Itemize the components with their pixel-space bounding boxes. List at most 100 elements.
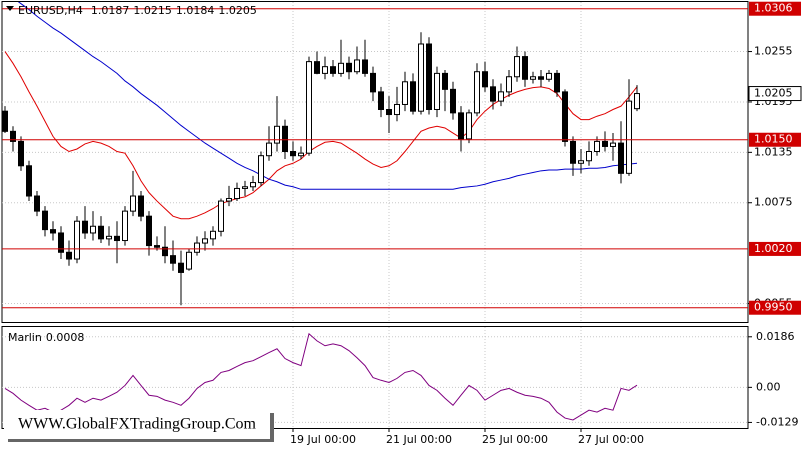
- candle-body: [186, 251, 192, 270]
- moving-average: [4, 51, 638, 220]
- candle-body: [610, 142, 616, 147]
- level-label: 1.0020: [754, 242, 793, 255]
- candle-body: [114, 235, 120, 242]
- candle-body: [370, 72, 376, 93]
- candle-body: [330, 66, 336, 74]
- candle-body: [506, 76, 512, 93]
- header: EURUSD,H4 1.0187 1.0215 1.0184 1.0205: [18, 4, 257, 17]
- candle-body: [402, 81, 408, 105]
- open: 1.0187: [91, 4, 130, 17]
- candle-body: [466, 112, 472, 140]
- candle-body: [362, 59, 368, 74]
- candle-body: [282, 125, 288, 153]
- candle-body: [450, 88, 456, 114]
- candle-body: [258, 155, 264, 184]
- candle-body: [418, 43, 424, 112]
- indicator-value: 0.0008: [46, 331, 85, 344]
- candle-body: [2, 110, 8, 132]
- candle-body: [346, 62, 352, 73]
- candle-body: [306, 61, 312, 154]
- candle-body: [602, 140, 608, 147]
- main-panel: [1, 1, 749, 323]
- candle-body: [394, 103, 400, 116]
- candle-body: [538, 76, 544, 80]
- level-label: 1.0306: [754, 2, 793, 15]
- watermark: WWW.GlobalFXTradingGroup.Com: [18, 416, 256, 433]
- candle-body: [274, 125, 280, 144]
- candle-body: [194, 242, 200, 253]
- candle-body: [594, 140, 600, 153]
- candle-body: [250, 182, 256, 188]
- candle-body: [138, 195, 144, 217]
- candle-body: [218, 200, 224, 232]
- current-price-box: [748, 86, 802, 102]
- candle-body: [298, 152, 304, 157]
- candle-body: [170, 255, 176, 264]
- x-tick-label: 27 Jul 00:00: [578, 433, 644, 446]
- candle-body: [338, 62, 344, 74]
- candle-body: [442, 72, 448, 90]
- candle-body: [562, 91, 568, 142]
- y-tick-label: 1.0255: [754, 45, 793, 58]
- indicator-panel: [1, 326, 749, 429]
- candle-body: [210, 230, 216, 240]
- x-tick-label: 25 Jul 00:00: [482, 433, 548, 446]
- candle-body: [130, 195, 136, 212]
- high: 1.0215: [133, 4, 172, 17]
- candle-body: [410, 81, 416, 112]
- level-label-box: [749, 132, 801, 147]
- candle-body: [42, 210, 48, 231]
- candle-body: [618, 142, 624, 174]
- level-label-box: [749, 300, 801, 315]
- indicator-name: Marlin: [8, 331, 42, 344]
- candle-body: [386, 109, 392, 116]
- y-tick-label: 1.0135: [754, 145, 793, 158]
- candle-body: [74, 220, 80, 260]
- candle-body: [82, 220, 88, 234]
- level-label-box: [749, 1, 801, 16]
- candle-body: [458, 112, 464, 140]
- candle-body: [90, 225, 96, 234]
- candle-body: [546, 72, 552, 80]
- candle-body: [122, 210, 128, 242]
- candle-body: [378, 91, 384, 111]
- candle-body: [434, 72, 440, 111]
- indicator-line: [4, 332, 638, 421]
- candle-body: [66, 251, 72, 260]
- candle-body: [18, 140, 24, 167]
- candle-body: [314, 61, 320, 74]
- watermark-box: [4, 410, 270, 439]
- header-triangle: [6, 6, 14, 11]
- candle-body: [226, 198, 232, 202]
- symbol: EURUSD,H4: [18, 4, 83, 17]
- level-label: 1.0150: [754, 133, 793, 146]
- price-plot: [2, 2, 748, 309]
- candle-body: [178, 262, 184, 273]
- candle-body: [586, 151, 592, 162]
- candle-body: [482, 71, 488, 88]
- candle-body: [626, 100, 632, 174]
- indicator-title: Marlin 0.0008: [8, 331, 84, 344]
- y-tick-label: 0.00: [756, 380, 781, 393]
- candle-body: [554, 72, 560, 93]
- candle-body: [474, 71, 480, 114]
- candle-body: [570, 140, 576, 164]
- candle-body: [10, 130, 16, 142]
- indicator-plot: [4, 332, 638, 421]
- candle-body: [234, 187, 240, 200]
- level-label-box: [749, 241, 801, 256]
- candle-body: [354, 59, 360, 73]
- y-tick-label: -0.0129: [756, 415, 798, 428]
- candle-body: [634, 93, 640, 110]
- current-price-label: 1.0205: [754, 87, 793, 100]
- candle-body: [146, 215, 152, 247]
- low: 1.0184: [176, 4, 215, 17]
- candle-body: [106, 235, 112, 240]
- axes: 1.02551.01951.01351.00750.99550.01860.00…: [290, 1, 802, 446]
- close: 1.0205: [218, 4, 257, 17]
- candle-body: [202, 238, 208, 244]
- candle-body: [490, 86, 496, 102]
- candle-body: [426, 43, 432, 111]
